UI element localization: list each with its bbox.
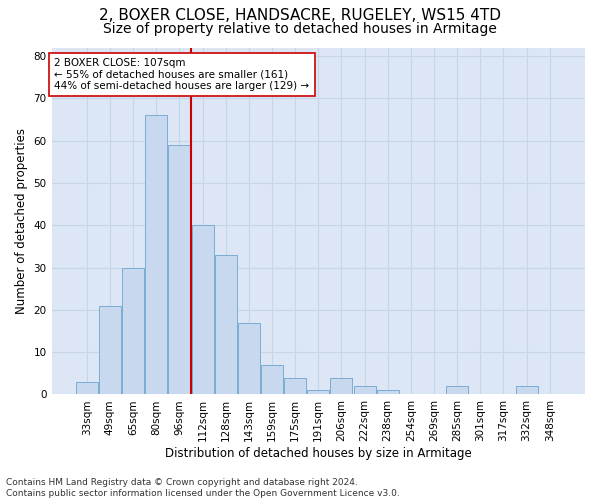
Bar (377, 390, 399, 394)
Bar (169, 145, 190, 394)
Bar (331, 378, 352, 394)
Bar (238, 322, 260, 394)
Bar (76, 382, 98, 394)
Bar (191, 225, 214, 394)
Text: Size of property relative to detached houses in Armitage: Size of property relative to detached ho… (103, 22, 497, 36)
Text: Contains HM Land Registry data © Crown copyright and database right 2024.
Contai: Contains HM Land Registry data © Crown c… (6, 478, 400, 498)
Bar (515, 386, 538, 394)
Bar (446, 386, 468, 394)
Bar (215, 255, 236, 394)
Bar (353, 386, 376, 394)
Bar (307, 390, 329, 394)
Bar (122, 268, 144, 394)
Bar (99, 306, 121, 394)
Text: 2 BOXER CLOSE: 107sqm
← 55% of detached houses are smaller (161)
44% of semi-det: 2 BOXER CLOSE: 107sqm ← 55% of detached … (54, 58, 310, 91)
Bar (261, 365, 283, 394)
Bar (284, 378, 306, 394)
Bar (145, 115, 167, 394)
Text: 2, BOXER CLOSE, HANDSACRE, RUGELEY, WS15 4TD: 2, BOXER CLOSE, HANDSACRE, RUGELEY, WS15… (99, 8, 501, 22)
Y-axis label: Number of detached properties: Number of detached properties (15, 128, 28, 314)
X-axis label: Distribution of detached houses by size in Armitage: Distribution of detached houses by size … (165, 447, 472, 460)
